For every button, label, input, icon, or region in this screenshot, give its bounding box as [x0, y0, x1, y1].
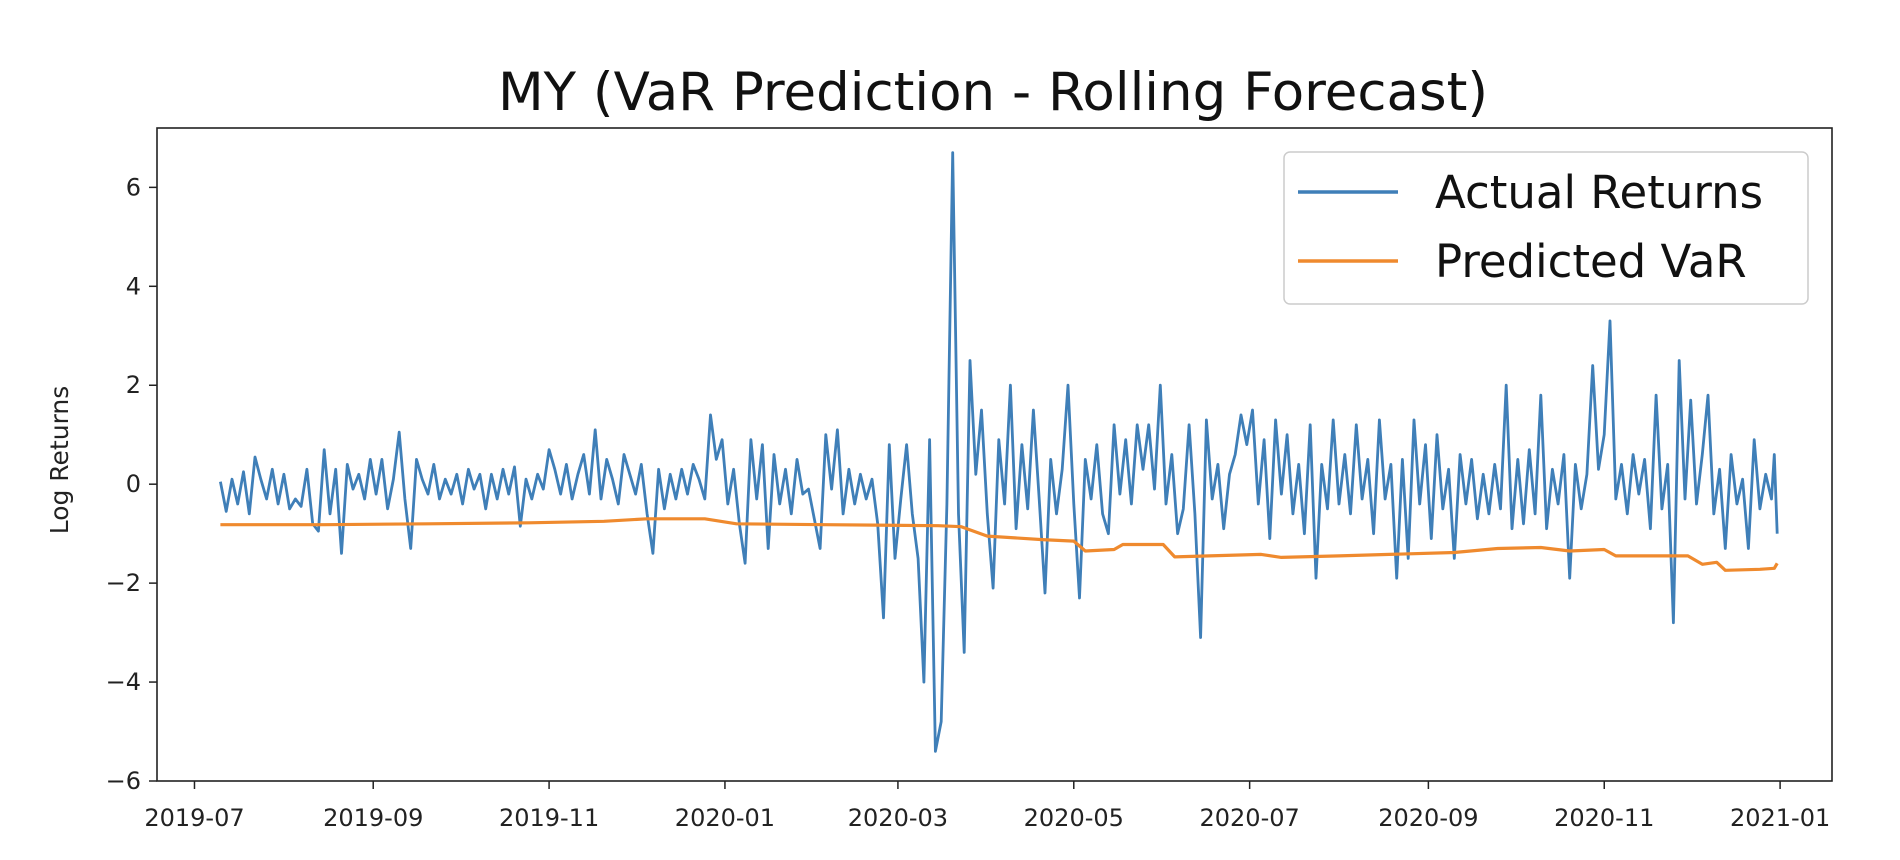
x-tick-label: 2019-07 — [144, 804, 244, 832]
y-tick-label: 2 — [126, 371, 141, 399]
x-tick-label: 2020-03 — [848, 804, 948, 832]
chart-title: MY (VaR Prediction - Rolling Forecast) — [498, 62, 1488, 123]
legend-entry-label: Predicted VaR — [1435, 235, 1747, 288]
x-tick-label: 2021-01 — [1730, 804, 1830, 832]
y-tick-label: −2 — [106, 569, 141, 597]
legend: Actual Returns Predicted VaR — [1283, 151, 1809, 305]
legend-box — [1283, 151, 1809, 305]
y-tick-label: −4 — [106, 668, 141, 696]
y-axis-label: Log Returns — [45, 386, 74, 535]
y-tick-label: 4 — [126, 272, 141, 300]
x-tick-label: 2020-09 — [1378, 804, 1478, 832]
x-tick-label: 2020-05 — [1024, 804, 1124, 832]
x-tick-label: 2020-07 — [1200, 804, 1300, 832]
x-tick-label: 2020-11 — [1554, 804, 1654, 832]
x-tick-label: 2019-09 — [323, 804, 423, 832]
legend-entry-label: Actual Returns — [1435, 166, 1763, 219]
plot-frame — [156, 127, 1833, 782]
y-tick-label: −6 — [106, 767, 141, 795]
y-tick-label: 0 — [126, 470, 141, 498]
y-tick-label: 6 — [126, 173, 141, 201]
x-tick-label: 2019-11 — [499, 804, 599, 832]
series-line-actual-returns — [219, 151, 1779, 753]
x-tick-label: 2020-01 — [675, 804, 775, 832]
plot-area — [219, 151, 1779, 753]
series-line-predicted-var — [220, 517, 1779, 572]
